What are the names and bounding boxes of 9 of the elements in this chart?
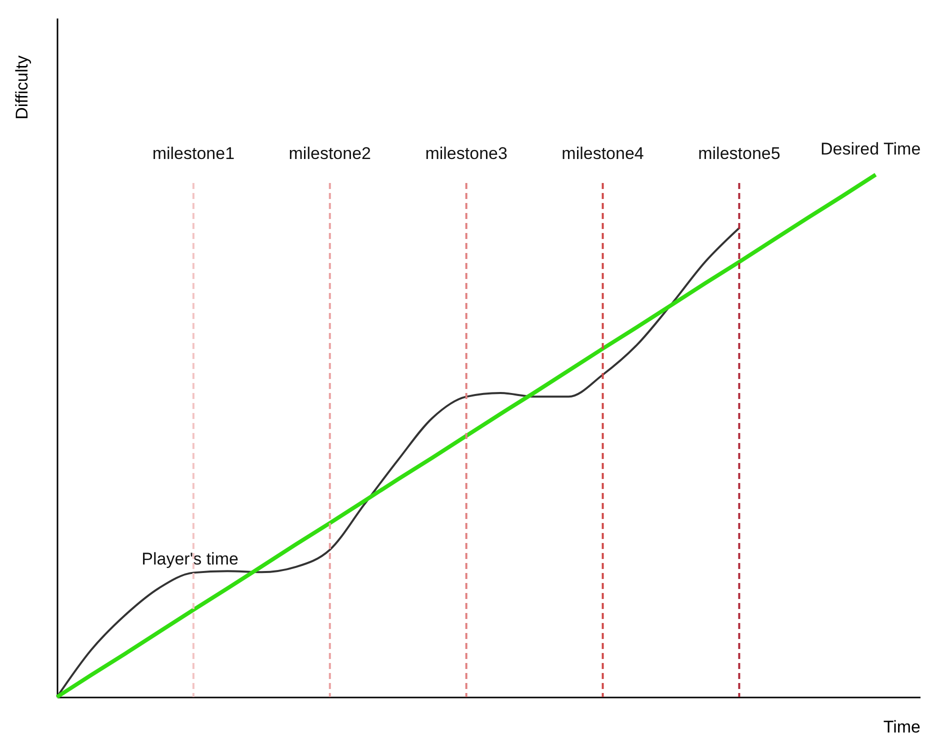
text: milestone1 bbox=[152, 144, 235, 163]
text: milestone5 bbox=[698, 144, 780, 163]
x-axis-title: Time bbox=[883, 718, 920, 736]
series-label: Player's time bbox=[142, 550, 238, 569]
text: milestone2 bbox=[288, 144, 371, 163]
text: milestone3 bbox=[425, 144, 508, 163]
series-label: Desired Time bbox=[820, 140, 921, 159]
text: milestone4 bbox=[562, 144, 644, 163]
y-axis-title: Difficulty bbox=[12, 55, 32, 120]
